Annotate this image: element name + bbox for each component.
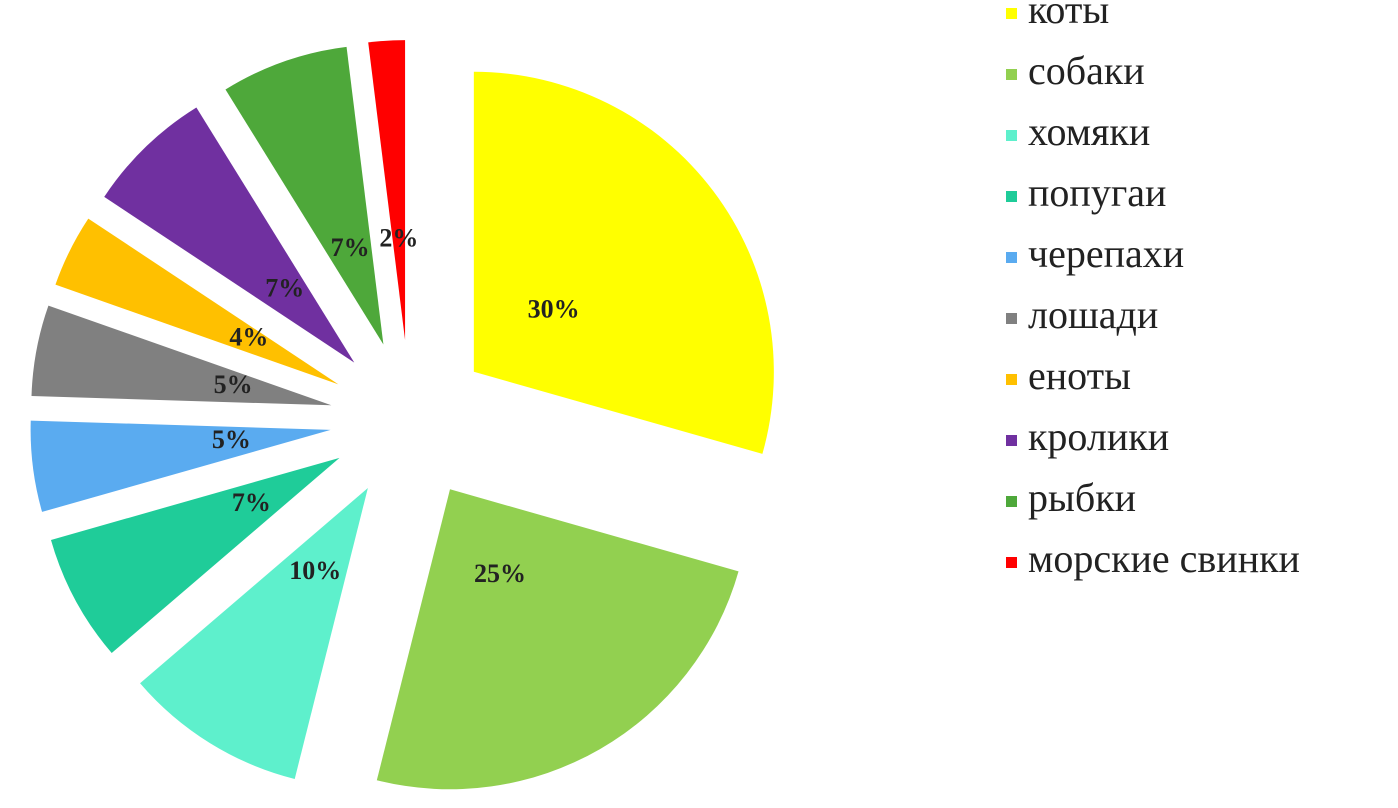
- legend-swatch: [1006, 496, 1017, 507]
- legend-label: рыбки: [1028, 475, 1136, 520]
- pie-slice: [104, 107, 355, 363]
- pie-slice: [30, 420, 331, 512]
- data-label: 7%: [232, 488, 271, 517]
- legend-label: кролики: [1028, 414, 1169, 459]
- pie-slice: [50, 457, 340, 654]
- data-label: 7%: [331, 233, 370, 262]
- legend-label: черепахи: [1028, 231, 1184, 276]
- data-label: 7%: [265, 274, 304, 303]
- data-label: 10%: [289, 556, 341, 585]
- pie-slice: [368, 40, 406, 341]
- legend-label: попугаи: [1028, 170, 1166, 215]
- pie-slice: [473, 71, 774, 454]
- legend-label: еноты: [1028, 353, 1131, 398]
- legend-swatch: [1006, 252, 1017, 263]
- data-label: 4%: [229, 323, 268, 352]
- legend-label: собаки: [1028, 48, 1145, 93]
- pie-slice: [140, 488, 368, 779]
- pie-slice: [31, 305, 332, 406]
- legend-swatch: [1006, 435, 1017, 446]
- pie-slice: [376, 489, 739, 790]
- legend-swatch: [1006, 8, 1017, 19]
- data-label: 5%: [212, 425, 251, 454]
- data-label: 25%: [474, 559, 526, 588]
- legend-swatch: [1006, 557, 1017, 568]
- legend-swatch: [1006, 191, 1017, 202]
- legend-label: лошади: [1028, 292, 1158, 337]
- data-label: 2%: [379, 223, 418, 252]
- legend-label: хомяки: [1028, 109, 1150, 154]
- legend-label: морские свинки: [1028, 536, 1300, 581]
- legend-swatch: [1006, 313, 1017, 324]
- data-label: 5%: [214, 370, 253, 399]
- data-label: 30%: [528, 294, 580, 323]
- legend-swatch: [1006, 69, 1017, 80]
- legend-swatch: [1006, 374, 1017, 385]
- pie-slice: [225, 46, 384, 345]
- legend-label: коты: [1028, 0, 1109, 32]
- pie-slice: [55, 218, 339, 385]
- legend-swatch: [1006, 130, 1017, 141]
